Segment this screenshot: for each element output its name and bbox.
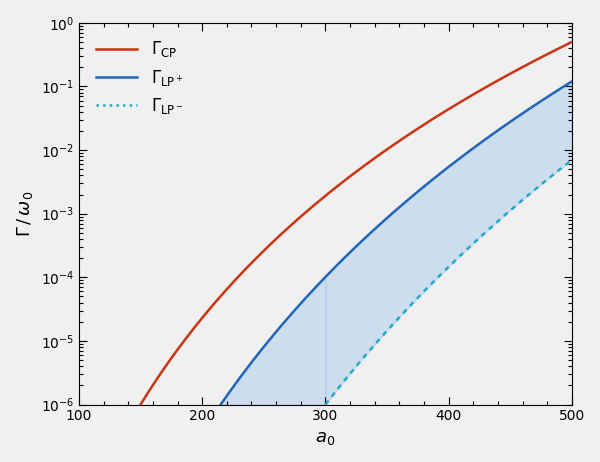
X-axis label: $a_0$: $a_0$	[315, 429, 335, 447]
Legend: $\Gamma_{\mathrm{CP}}$, $\Gamma_{\mathrm{LP}^+}$, $\Gamma_{\mathrm{LP}^-}$: $\Gamma_{\mathrm{CP}}$, $\Gamma_{\mathrm…	[87, 31, 191, 124]
Y-axis label: $\Gamma\,/\,\omega_0$: $\Gamma\,/\,\omega_0$	[15, 191, 35, 237]
